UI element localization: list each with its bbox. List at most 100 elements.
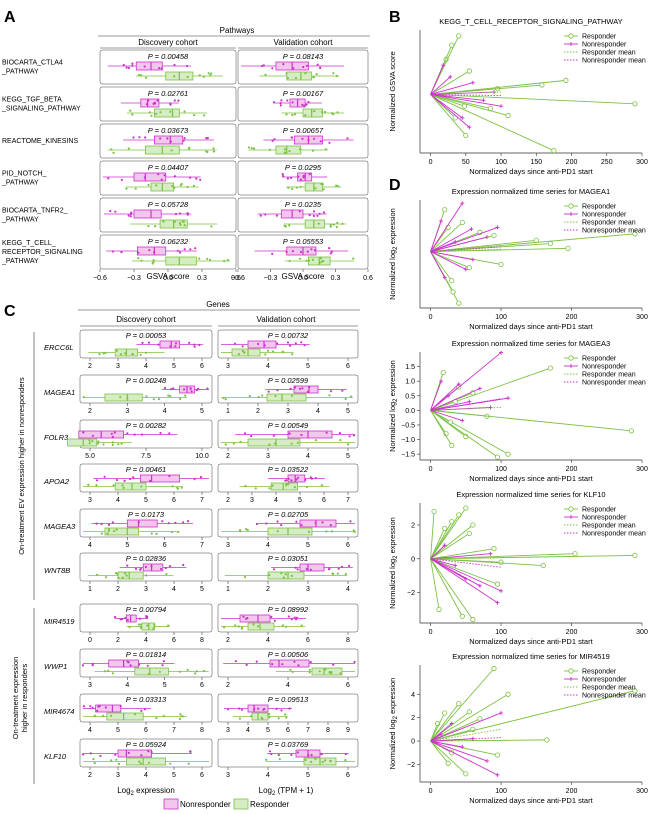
pathway-box-nonresponder-point — [290, 136, 293, 139]
x-axis-label: Normalized days since anti-PD1 start — [469, 796, 593, 805]
gene-box-responder-point — [257, 396, 260, 399]
responder-point — [494, 752, 501, 758]
nonresponder-point — [439, 379, 444, 384]
pathway-row-frame — [237, 160, 369, 196]
responder-point — [459, 613, 465, 619]
nonresponder-point — [442, 543, 447, 548]
axis-tick-label: 3 — [88, 682, 92, 689]
pathway-box-nonresponder-point — [138, 136, 141, 139]
pathway-box-responder-point — [341, 222, 344, 225]
axis-tick-label: 4 — [163, 408, 167, 415]
pathway-box-nonresponder-point — [316, 63, 319, 66]
responder-line — [430, 533, 470, 560]
pathway-box-responder-point — [206, 150, 209, 154]
nonresponder-point — [499, 710, 504, 715]
responder-point — [632, 101, 638, 107]
axis-tick-label: 9 — [346, 727, 350, 734]
gene-box-responder-point — [187, 762, 190, 765]
pathway-box-responder-point — [155, 184, 158, 187]
gene-box-responder-box — [247, 438, 301, 447]
axis-tick-label: 7 — [306, 727, 310, 734]
axis-tick-label: 5 — [200, 408, 204, 415]
gene-row-frame — [217, 552, 359, 582]
gene-box-nonresponder-point — [303, 344, 306, 347]
gene-box-nonresponder-point — [348, 435, 351, 438]
pathway-box-responder-point — [285, 72, 288, 75]
pathway-box-responder-point — [202, 75, 205, 78]
responder-point — [505, 112, 511, 119]
pathway-box-nonresponder-point — [114, 210, 117, 213]
pathway-box-nonresponder-point — [299, 250, 303, 254]
nonresponder-point — [448, 74, 453, 79]
axis-tick-label: 5.0 — [85, 453, 95, 460]
gene-box-nonresponder-point — [140, 709, 143, 713]
axis-tick-label: 2 — [116, 586, 120, 593]
gene-p-value: P = 0.02836 — [126, 554, 167, 563]
gene-box-nonresponder-point — [110, 432, 113, 435]
axis-tick-label: 0.6 — [231, 275, 241, 282]
gene-box-responder-point — [224, 443, 227, 446]
pathway-box-responder-point — [288, 224, 291, 227]
gene-box-nonresponder-point — [294, 566, 297, 569]
gene-box-responder-point — [144, 351, 148, 354]
responder-point — [445, 760, 451, 766]
pathway-box-responder-point — [291, 113, 294, 117]
nonresponder-line — [430, 226, 498, 253]
y-axis-label-rest: expression — [388, 517, 397, 555]
responder-line — [430, 693, 509, 742]
gene-box-nonresponder-box — [126, 519, 158, 528]
legend-marker — [569, 212, 573, 216]
gene-box-responder-point — [223, 626, 226, 629]
gene-box-responder-point — [291, 353, 294, 356]
gene-box-responder-point — [266, 349, 270, 352]
nonresponder-line — [430, 558, 502, 592]
pathway-box-responder-point — [332, 223, 335, 226]
axis-tick-label: −1.0 — [401, 437, 415, 444]
ts-magea1-title: Expression normalized time series for MA… — [452, 187, 610, 196]
pathway-label-line: _PATHWAY — [1, 180, 39, 187]
responder-point — [628, 428, 635, 434]
gene-box-responder-point — [146, 624, 149, 627]
gene-box-nonresponder-point — [143, 708, 146, 711]
responder-point — [466, 68, 472, 74]
axis-tick-label: 200 — [566, 314, 578, 321]
nonresponder-point — [495, 772, 500, 777]
legend-label: Nonresponder mean — [582, 693, 646, 700]
axis-tick-label: 2 — [226, 497, 230, 504]
pathway-box-responder-point — [283, 151, 286, 154]
pathway-box-responder-point — [173, 75, 176, 78]
gene-p-value: P = 0.00732 — [268, 331, 309, 340]
pathway-box-responder-point — [144, 76, 148, 79]
gene-p-value: P = 0.00248 — [126, 376, 167, 385]
gene-p-value: P = 0.00461 — [126, 465, 166, 474]
axis-tick-label: 100 — [495, 629, 507, 636]
gene-box-responder-point — [110, 759, 113, 762]
gene-box-responder-point — [339, 672, 342, 675]
gene-box-responder-point — [315, 439, 318, 442]
gene-box-nonresponder-point — [82, 705, 86, 708]
panel-letter-c: C — [4, 303, 16, 320]
gene-p-value: P = 0.03522 — [268, 465, 309, 474]
panel-a-pathway-boxplots: BIOCARTA_CTLA4 _PATHWAY P = 0.00458 P = 0.0… — [1, 49, 373, 282]
pathway-box-nonresponder-point — [290, 176, 293, 179]
pathway-box-nonresponder-point — [282, 63, 285, 66]
nonresponder-line — [430, 723, 453, 742]
pathway-box-responder-point — [140, 259, 143, 262]
gene-box-nonresponder-box — [269, 659, 310, 668]
nonresponder-line — [430, 558, 456, 566]
pathway-box-responder-point — [226, 258, 229, 262]
gene-row-frame — [79, 374, 213, 404]
ts-magea3-title: Expression normalized time series for MA… — [452, 339, 610, 348]
responder-point — [572, 551, 578, 557]
legend-label: Responder — [582, 34, 617, 41]
gene-box-nonresponder-point — [145, 616, 148, 619]
pathway-box-responder-point — [299, 185, 302, 188]
gene-p-value: P = 0.01814 — [126, 650, 166, 659]
gene-box-responder-box — [117, 571, 144, 580]
gene-box-nonresponder-point — [338, 432, 341, 435]
nonresponder-line — [430, 220, 442, 252]
gene-box-responder-point — [290, 574, 293, 578]
axis-tick-label: 4 — [144, 772, 148, 779]
axis-tick-label: 4 — [266, 542, 270, 549]
axis-tick-label: 6 — [286, 727, 290, 734]
